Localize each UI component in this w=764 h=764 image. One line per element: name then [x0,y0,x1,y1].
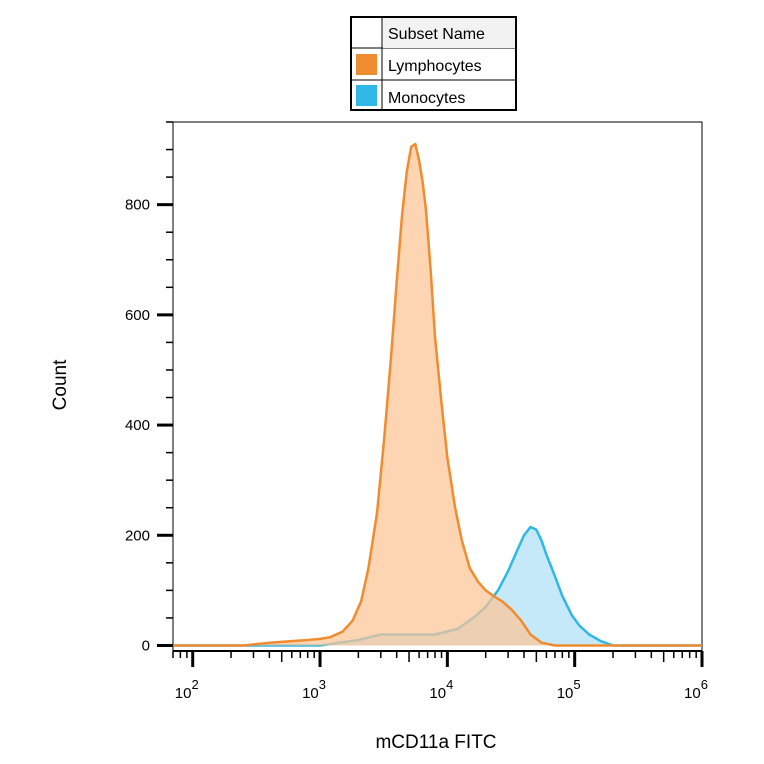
series-area-lymphocytes [173,144,702,646]
y-axis-title: Count [50,359,71,410]
y-tick-label: 600 [125,307,150,324]
x-axis: 102 103 104 105 106 [172,650,708,702]
x-tick-label: 104 [429,677,453,702]
legend-swatch-lymphocytes [356,54,377,75]
y-axis: 0 200 400 600 800 [125,121,173,654]
series-layer [173,142,702,647]
y-tick-label: 800 [125,197,150,214]
legend-label-lymphocytes: Lymphocytes [388,58,482,75]
x-tick-label: 103 [302,677,326,702]
y-tick-label: 200 [125,527,150,544]
series-line-lymphocytes [173,142,702,647]
legend-title: Subset Name [388,26,485,43]
x-axis-title: mCD11a FITC [375,732,496,753]
x-tick-label: 102 [175,677,199,702]
y-tick-label: 0 [142,637,150,654]
x-tick-label: 105 [557,677,581,702]
legend-swatch-monocytes [356,85,377,106]
series-area-monocytes [173,527,702,646]
legend: Subset Name Lymphocytes Monocytes [350,16,517,111]
legend-label-monocytes: Monocytes [388,90,465,107]
x-tick-label: 106 [684,677,708,702]
y-tick-label: 400 [125,417,150,434]
legend-header-bg [383,18,515,48]
